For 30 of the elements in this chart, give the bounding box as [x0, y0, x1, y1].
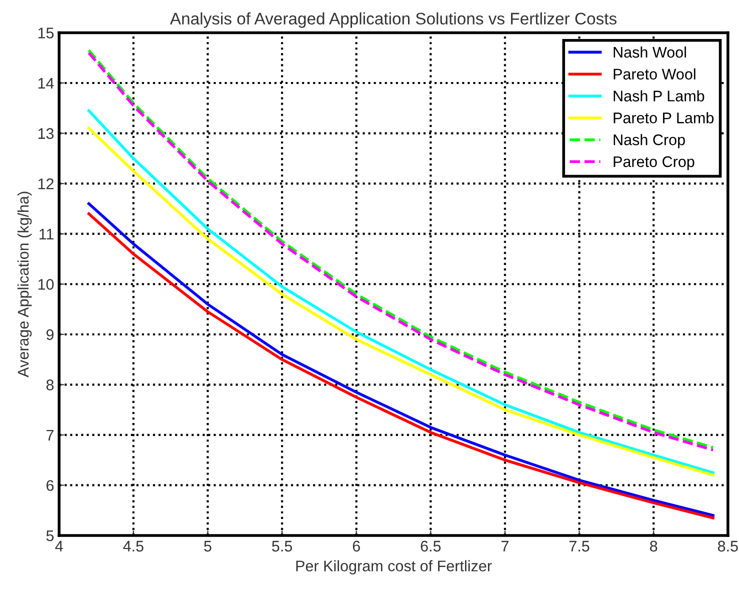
legend-label: Nash Crop	[614, 134, 685, 148]
y-tick-label: 13	[38, 128, 54, 139]
x-tick-label: 8	[650, 540, 658, 552]
legend-label: Nash P Lamb	[614, 90, 704, 102]
y-tick-label: 15	[38, 28, 54, 38]
legend-label: Pareto Crop	[614, 156, 694, 170]
x-tick-label: 4.5	[123, 540, 144, 552]
legend-label: Pareto Wool	[614, 68, 696, 80]
legend-label: Pareto P Lamb	[614, 112, 714, 124]
y-tick-label: 11	[40, 228, 54, 240]
x-tick-label: 4	[55, 540, 63, 552]
x-tick-label: 5	[204, 540, 212, 552]
x-tick-label: 7	[502, 540, 508, 552]
y-tick-label: 5	[46, 530, 54, 542]
x-tick-label: 7.5	[569, 540, 590, 552]
y-tick-label: 10	[38, 278, 54, 290]
x-tick-label: 6	[352, 540, 360, 552]
x-tick-label: 6.5	[420, 540, 441, 552]
y-axis-title: Average Application (kg/ha)	[17, 192, 32, 378]
x-tick-label: 8.5	[718, 540, 738, 552]
y-tick-label: 9	[46, 329, 54, 340]
y-tick-label: 7	[46, 430, 54, 440]
y-tick-label: 14	[38, 78, 54, 89]
y-tick-label: 8	[46, 380, 54, 390]
chart-title: Analysis of Averaged Application Solutions vs Fertlizer Costs	[170, 12, 616, 28]
x-axis-title: Per Kilogram cost of Fertlizer	[296, 560, 492, 574]
legend-label: Nash Wool	[614, 46, 686, 58]
y-tick-label: 12	[38, 178, 54, 190]
x-tick-label: 5.5	[272, 540, 292, 552]
y-tick-label: 6	[46, 480, 54, 491]
